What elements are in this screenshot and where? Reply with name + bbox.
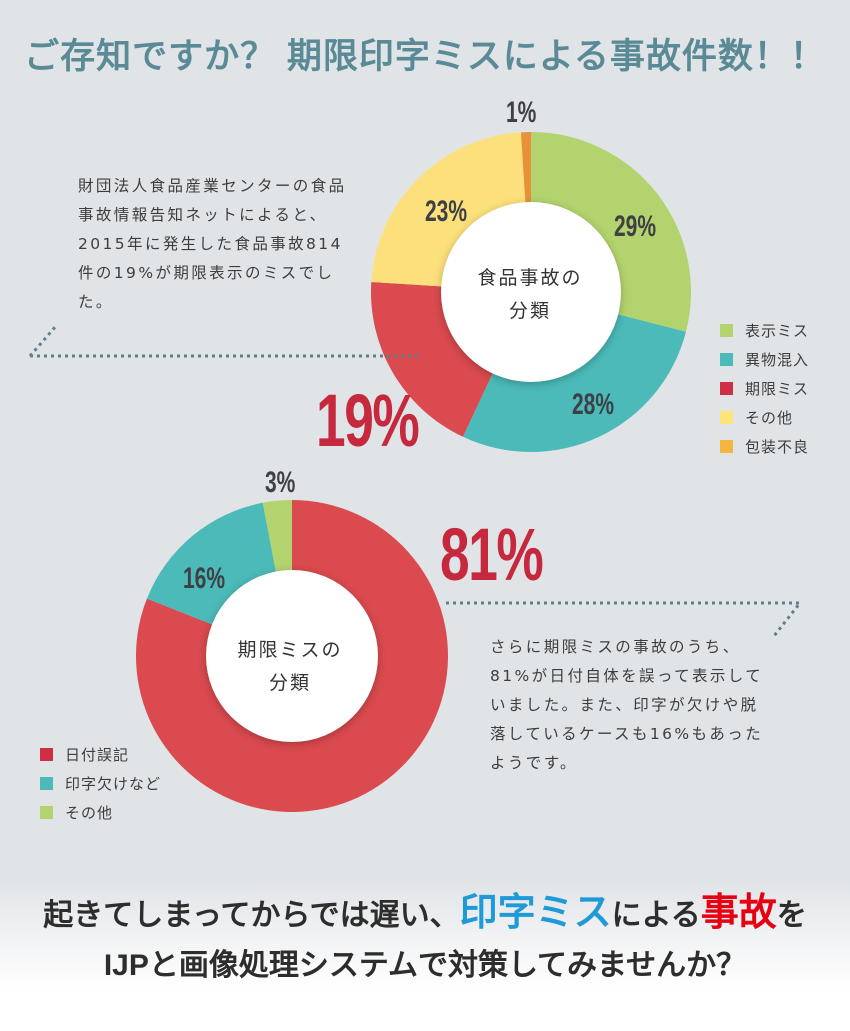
legend-swatch bbox=[720, 324, 733, 337]
slice-label-16pct: 16% bbox=[183, 562, 226, 595]
detail-paragraph: さらに期限ミスの事故のうち、81%が日付自体を誤って表示していました。また、印字… bbox=[490, 638, 764, 772]
slice-label-29pct: 29% bbox=[614, 210, 657, 243]
legend-swatch bbox=[720, 411, 733, 424]
legend-item: 期限ミス bbox=[720, 374, 809, 403]
slice-label-28pct: 28% bbox=[572, 388, 615, 421]
big-19-percent: 19% bbox=[316, 379, 420, 462]
cta-line2: IJPと画像処理システムで対策してみませんか？ bbox=[103, 949, 747, 982]
legend-label: 印字欠けなど bbox=[65, 775, 162, 793]
legend-label: その他 bbox=[65, 804, 114, 822]
cta-text: 起きてしまってからでは遅い、 bbox=[43, 899, 460, 932]
legend-item: 包装不良 bbox=[720, 432, 809, 461]
dotted-divider-1 bbox=[28, 325, 420, 358]
legend-date-errors: 日付誤記 印字欠けなど その他 bbox=[40, 740, 161, 827]
dotted-divider-2 bbox=[446, 601, 804, 637]
intro-paragraph: 財団法人食品産業センターの食品事故情報告知ネットによると、2015年に発生した食… bbox=[78, 177, 347, 311]
page-title: ご存知ですか？ 期限印字ミスによる事故件数！！ bbox=[24, 37, 826, 76]
cta-highlight-blue: 印字ミス bbox=[459, 892, 612, 934]
legend-label: 異物混入 bbox=[745, 351, 810, 369]
center-label-line2: 分類 bbox=[508, 300, 551, 322]
food-accident-donut bbox=[371, 132, 692, 453]
legend-swatch bbox=[720, 440, 733, 453]
legend-swatch bbox=[40, 777, 53, 790]
slice-label-23pct: 23% bbox=[425, 195, 468, 228]
cta-highlight-red: 事故 bbox=[700, 892, 777, 934]
cta-line1: 起きてしまってからでは遅い、印字ミスによる事故を bbox=[0, 888, 850, 941]
legend-swatch bbox=[720, 382, 733, 395]
legend-swatch bbox=[720, 353, 733, 366]
donut-hole bbox=[206, 570, 378, 742]
big-81-percent: 81% bbox=[440, 513, 544, 596]
donut-hole bbox=[441, 202, 621, 382]
dotted-divider-1 bbox=[32, 328, 56, 356]
legend-item: その他 bbox=[40, 798, 161, 827]
legend-label: 日付誤記 bbox=[65, 746, 130, 764]
cta-text: による bbox=[611, 899, 701, 932]
legend-label: 包装不良 bbox=[745, 438, 810, 456]
legend-item: その他 bbox=[720, 403, 809, 432]
legend-item: 異物混入 bbox=[720, 345, 809, 374]
slice-label-3pct: 3% bbox=[265, 466, 296, 499]
legend-item: 表示ミス bbox=[720, 316, 809, 345]
center-label-line1: 食品事故の bbox=[477, 267, 583, 289]
legend-food-accidents: 表示ミス 異物混入 期限ミス その他 包装不良 bbox=[720, 316, 809, 461]
legend-item: 印字欠けなど bbox=[40, 769, 161, 798]
donut1-center-label: 食品事故の 分類 bbox=[440, 262, 620, 328]
center-label-line2: 分類 bbox=[268, 672, 311, 694]
cta-text: を bbox=[776, 899, 807, 932]
slice-label-1pct: 1% bbox=[506, 96, 537, 129]
legend-swatch bbox=[40, 806, 53, 819]
call-to-action: 起きてしまってからでは遅い、印字ミスによる事故を IJPと画像処理システムで対策… bbox=[0, 888, 850, 991]
center-label-line1: 期限ミスの bbox=[237, 639, 343, 661]
legend-swatch bbox=[40, 748, 53, 761]
legend-label: その他 bbox=[745, 409, 794, 427]
legend-label: 表示ミス bbox=[745, 322, 810, 340]
date-error-donut bbox=[136, 500, 449, 812]
donut2-center-label: 期限ミスの 分類 bbox=[200, 634, 380, 700]
legend-label: 期限ミス bbox=[745, 380, 810, 398]
legend-item: 日付誤記 bbox=[40, 740, 161, 769]
